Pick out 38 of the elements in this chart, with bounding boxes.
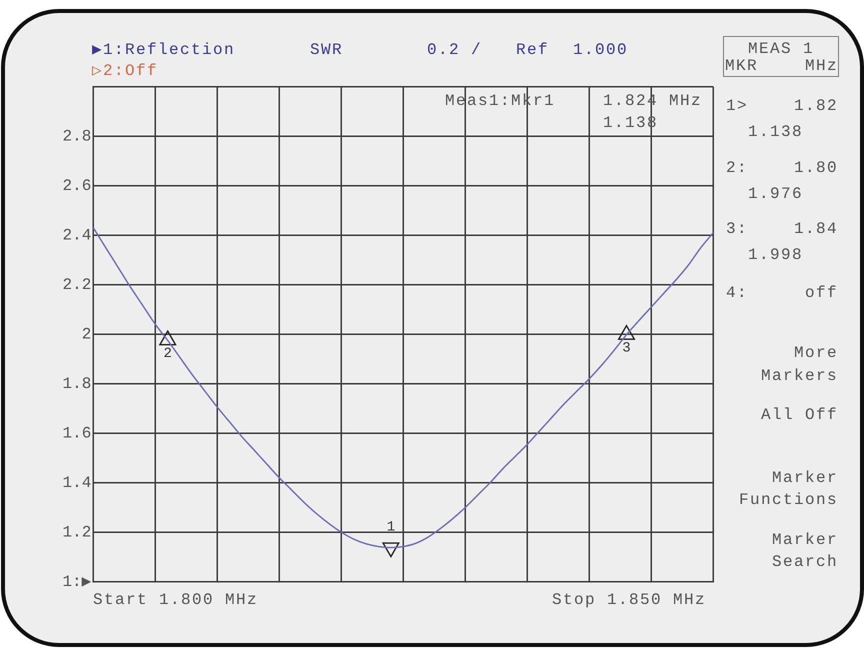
text: 1.82 [794, 97, 838, 115]
text: 2: [726, 159, 748, 177]
text: ▶1:Reflection [92, 41, 236, 59]
y-tick-label: 1.8 [62, 374, 92, 393]
y-tick-label: 1:▶ [62, 572, 92, 591]
text: 0.2 / [427, 41, 482, 59]
series-label: 1 [386, 520, 396, 536]
text: 1.84 [794, 220, 838, 238]
text: More Markers [760, 342, 838, 386]
text: Marker Functions [738, 468, 838, 511]
text: MEAS 1 [748, 40, 814, 58]
text: 3: [726, 220, 748, 238]
series-label: 2 [163, 346, 172, 362]
text: SWR [310, 41, 344, 59]
y-tick-label: 2.6 [62, 176, 92, 195]
text: 1.998 [748, 246, 804, 264]
text: off [804, 284, 838, 302]
y-tick-label: 2 [82, 325, 92, 344]
text: 1.80 [794, 159, 838, 177]
text: Start 1.800 MHz [93, 591, 258, 609]
text: Marker Search [772, 530, 838, 573]
y-tick-label: 1.4 [62, 474, 92, 492]
text: Stop 1.850 MHz [552, 591, 706, 609]
text: MKR [725, 57, 758, 75]
y-tick-label: 1.6 [62, 424, 92, 442]
text: All Off [760, 406, 838, 424]
series-label: 3 [622, 340, 631, 357]
y-tick-label: 2.8 [62, 127, 92, 146]
text: 1.138 [748, 123, 804, 141]
y-tick-label: 2.4 [62, 226, 92, 244]
text: Ref 1.000 [516, 41, 628, 59]
text: ▷2:Off [92, 62, 158, 80]
text: 1.976 [748, 185, 804, 203]
text: 1> [726, 97, 748, 115]
text: 4: [726, 284, 748, 302]
text: MHz [804, 57, 838, 75]
y-tick-label: 2.2 [62, 276, 92, 294]
y-tick-label: 1.2 [62, 523, 92, 542]
